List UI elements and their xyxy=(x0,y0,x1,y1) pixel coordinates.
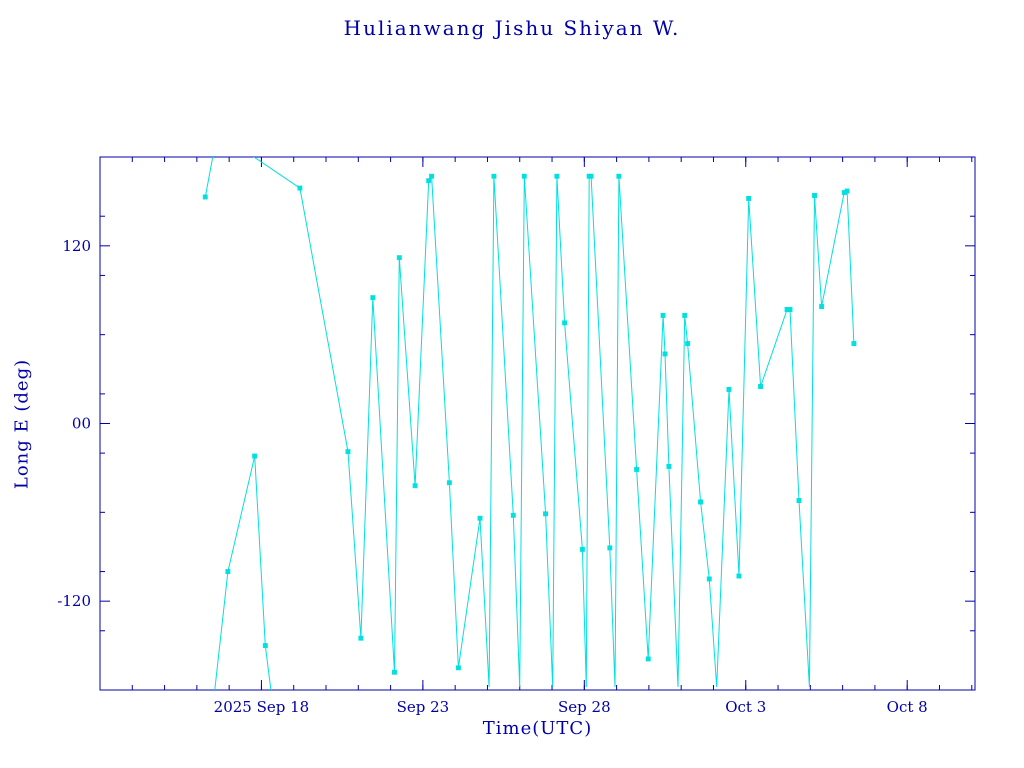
data-point-marker xyxy=(262,643,268,649)
data-point-marker xyxy=(396,255,402,261)
x-tick-label: Oct 3 xyxy=(725,698,766,716)
data-point-marker xyxy=(426,178,432,184)
data-point-marker xyxy=(682,312,688,318)
data-point-marker xyxy=(543,511,549,517)
data-point-marker xyxy=(758,384,764,389)
data-point-marker xyxy=(252,453,258,459)
y-axis-label: Long E (deg) xyxy=(11,358,33,490)
data-point-marker xyxy=(455,665,461,671)
data-point-marker xyxy=(607,545,613,551)
data-point-marker xyxy=(851,341,857,347)
data-point-marker xyxy=(645,656,651,662)
chart-title: Hulianwang Jishu Shiyan W. xyxy=(343,16,681,40)
data-point-marker xyxy=(225,569,231,575)
x-tick-label: Oct 8 xyxy=(887,698,928,716)
x-tick-label: Sep 23 xyxy=(397,698,450,716)
data-point-marker xyxy=(370,295,376,301)
data-point-marker xyxy=(819,304,825,309)
data-series xyxy=(202,157,857,690)
data-point-marker xyxy=(685,341,691,347)
data-point-marker xyxy=(345,449,351,455)
data-point-marker xyxy=(562,320,568,326)
x-tick-label: 2025 Sep 18 xyxy=(214,698,310,716)
data-point-marker xyxy=(521,173,527,179)
data-point-marker xyxy=(616,173,622,179)
data-point-marker xyxy=(412,483,418,489)
data-point-marker xyxy=(297,185,303,191)
data-point-marker xyxy=(634,466,640,472)
data-point-marker xyxy=(746,196,752,201)
data-point-marker xyxy=(726,386,732,392)
x-tick-label: Sep 28 xyxy=(558,698,611,716)
data-point-marker xyxy=(662,351,668,357)
x-axis-label: Time(UTC) xyxy=(482,718,593,739)
data-point-marker xyxy=(666,463,672,469)
y-tick-label: 00 xyxy=(72,415,91,433)
data-point-marker xyxy=(491,173,497,179)
data-point-marker xyxy=(812,193,817,198)
y-tick-label: 120 xyxy=(62,237,91,255)
data-point-marker xyxy=(787,307,793,312)
data-point-marker xyxy=(736,573,742,579)
data-point-marker xyxy=(429,173,435,179)
data-point-marker xyxy=(358,635,364,641)
data-point-marker xyxy=(477,515,483,521)
data-point-marker xyxy=(660,312,666,318)
data-point-marker xyxy=(554,173,560,179)
data-point-marker xyxy=(202,194,208,200)
data-point-marker xyxy=(446,480,452,486)
data-point-marker xyxy=(698,499,704,505)
data-point-marker xyxy=(392,669,397,675)
data-point-marker xyxy=(844,188,850,194)
data-point-marker xyxy=(510,512,516,518)
data-point-marker xyxy=(579,546,585,552)
data-point-marker xyxy=(588,173,594,179)
data-point-marker xyxy=(796,498,802,503)
data-point-marker xyxy=(706,576,712,582)
y-tick-label: -120 xyxy=(57,592,91,610)
